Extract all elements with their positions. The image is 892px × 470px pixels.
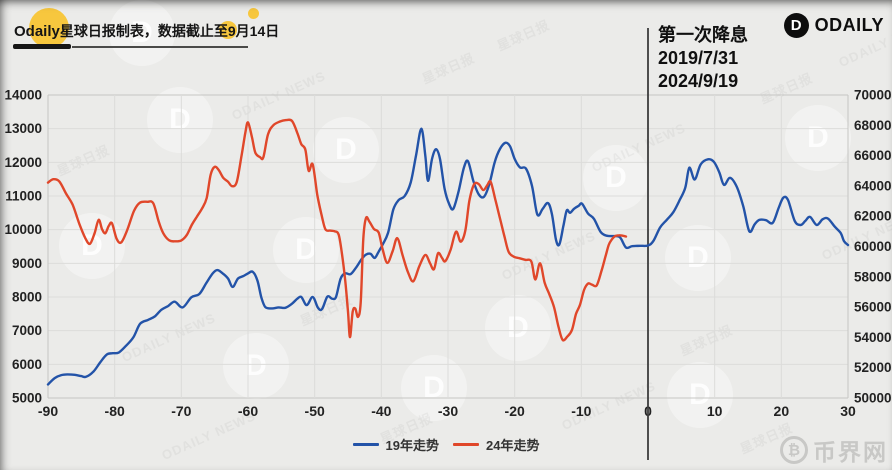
right-y-tick-label: 58000 <box>854 269 892 284</box>
right-y-tick-label: 66000 <box>854 148 892 163</box>
x-tick-label: 20 <box>774 403 790 419</box>
x-tick-label: -30 <box>438 403 458 419</box>
legend-item-24: 24年走势 <box>453 435 539 454</box>
odaily-circle-d-icon: D <box>783 13 809 38</box>
brand-underline <box>13 44 71 49</box>
right-y-tick-label: 54000 <box>854 330 892 345</box>
source-note-day: 14 <box>249 23 266 39</box>
right-y-tick-label: 62000 <box>854 209 892 224</box>
right-y-tick-label: 60000 <box>854 239 892 254</box>
source-note-suffix: 日 <box>265 23 280 39</box>
bijiewang-watermark: ₿ 币界网 <box>780 433 888 467</box>
x-tick-label: -60 <box>238 403 258 419</box>
left-y-tick-label: 6000 <box>12 357 42 372</box>
legend-label-24: 24年走势 <box>486 438 540 453</box>
rate-cut-annotation: 第一次降息 2019/7/31 2024/9/19 <box>658 24 748 93</box>
legend-item-19: 19年走势 <box>352 435 439 454</box>
yellow-dot-icon <box>248 8 259 19</box>
series-line-19 <box>46 127 850 386</box>
left-y-tick-label: 10000 <box>4 222 42 237</box>
legend-swatch-24-icon <box>453 443 479 446</box>
odaily-logo: D ODAILY <box>783 13 884 38</box>
left-y-tick-label: 5000 <box>12 391 42 406</box>
x-tick-label: -50 <box>305 403 325 419</box>
left-y-tick-label: 8000 <box>12 290 42 305</box>
left-y-tick-label: 7000 <box>12 323 42 338</box>
note-underline <box>72 46 248 48</box>
left-y-tick-label: 12000 <box>4 155 42 170</box>
odaily-logo-text: ODAILY <box>814 15 884 35</box>
right-y-tick-label: 56000 <box>854 300 892 315</box>
left-y-tick-label: 13000 <box>4 121 42 136</box>
annotation-date-2019: 2019/7/31 <box>658 48 739 68</box>
right-y-tick-label: 50000 <box>854 391 892 406</box>
x-tick-label: -40 <box>371 403 391 419</box>
annotation-date-2024: 2024/9/19 <box>658 71 739 91</box>
x-tick-label: -20 <box>505 403 525 419</box>
legend-label-19: 19年走势 <box>385 438 439 453</box>
x-tick-label: -10 <box>571 403 591 419</box>
source-note-text: 星球日报制表，数据截止至9月 <box>59 23 250 39</box>
annotation-title: 第一次降息 <box>658 25 748 45</box>
source-note: Odaily星球日报制表，数据截止至9月14日 <box>14 8 280 48</box>
x-tick-label: -90 <box>38 403 58 419</box>
x-tick-label: 30 <box>840 403 856 419</box>
right-y-tick-label: 64000 <box>854 178 892 193</box>
legend-swatch-19-icon <box>352 443 379 446</box>
left-y-tick-label: 14000 <box>4 88 42 103</box>
source-brand: Odaily <box>14 23 60 40</box>
chart-legend: 19年走势 24年走势 <box>0 435 892 454</box>
left-y-tick-label: 11000 <box>5 189 42 204</box>
right-y-tick-label: 70000 <box>854 88 892 103</box>
x-tick-label: 10 <box>707 403 723 419</box>
left-y-tick-label: 9000 <box>12 256 42 271</box>
right-y-tick-label: 52000 <box>854 360 892 375</box>
x-tick-label: -80 <box>105 403 125 419</box>
x-tick-label: -70 <box>171 403 191 419</box>
right-y-tick-label: 68000 <box>854 118 892 133</box>
series-line-24 <box>46 118 628 342</box>
bitcoin-icon: ₿ <box>780 436 808 464</box>
bijiewang-text: 币界网 <box>813 439 888 465</box>
